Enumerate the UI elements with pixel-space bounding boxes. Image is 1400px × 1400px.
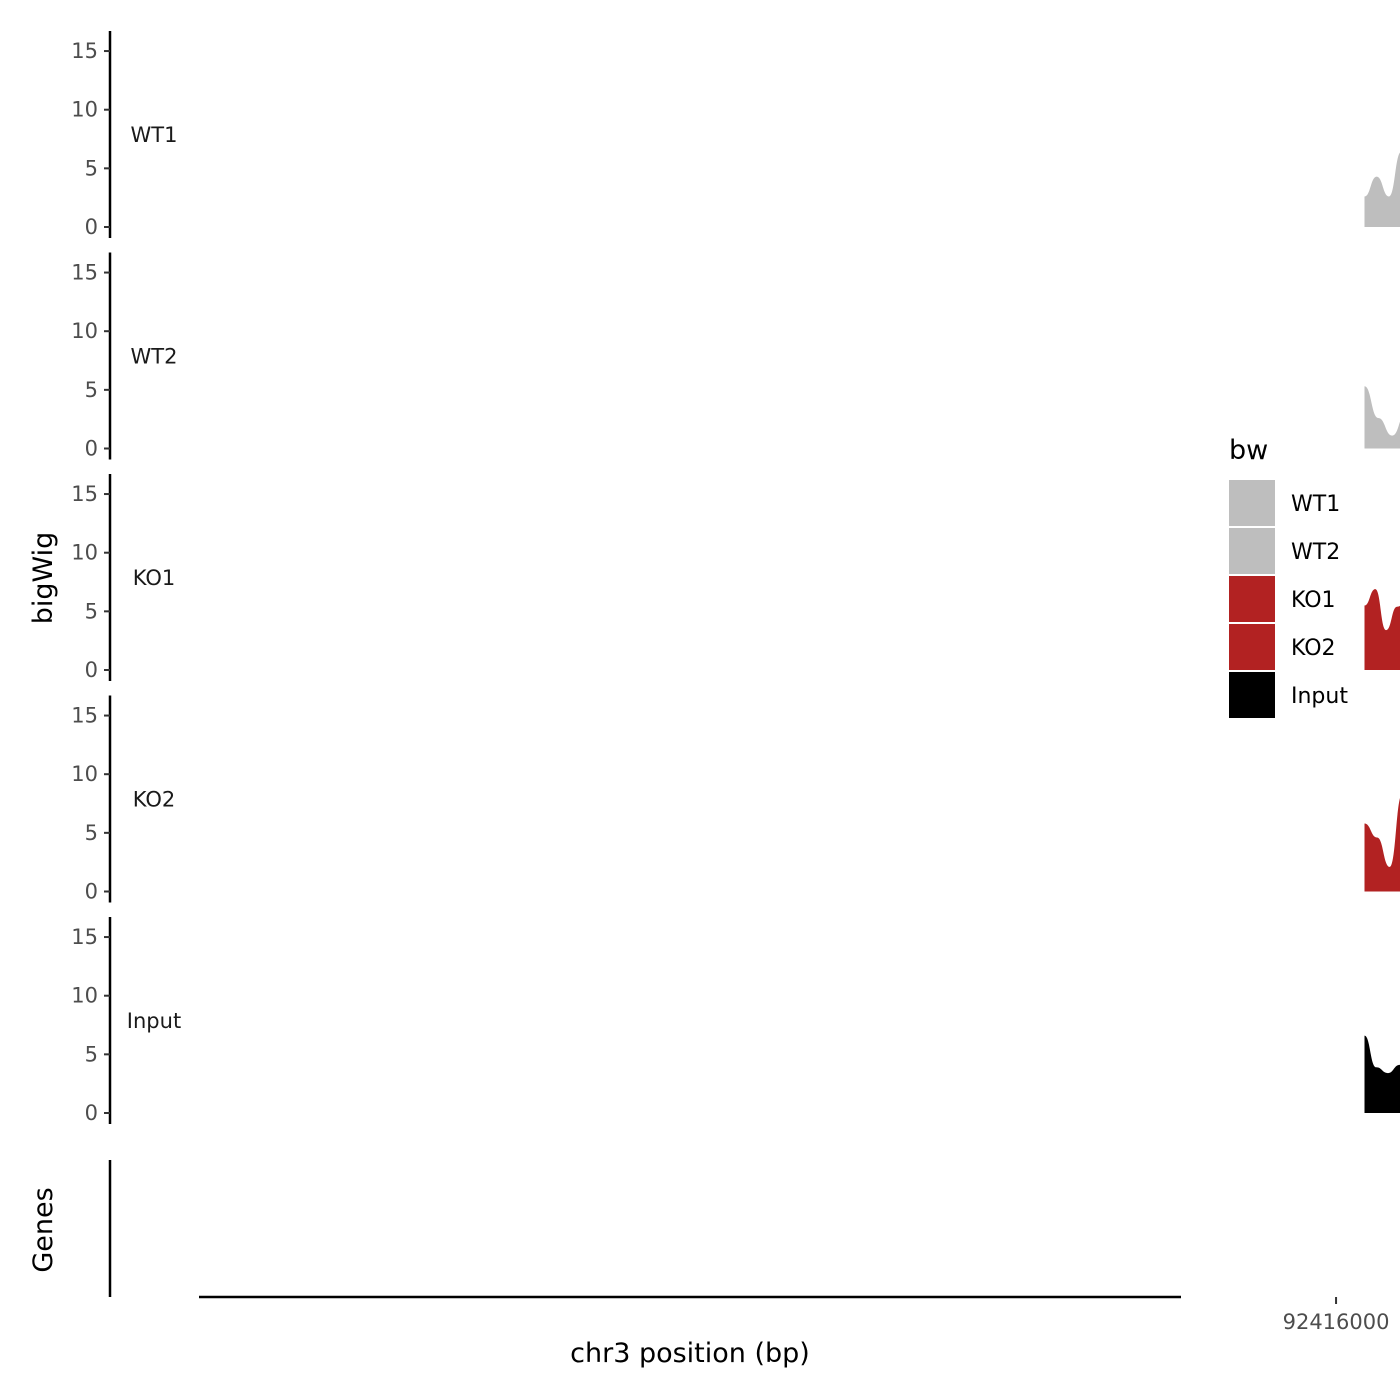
y-tick-label: 0 xyxy=(85,215,98,239)
track-panel-ko1: 0 5 10 15 KO1 xyxy=(71,474,1400,682)
y-tick-label: 15 xyxy=(71,925,98,949)
y-tick-label: 15 xyxy=(71,261,98,285)
y-axis-title: bigWig xyxy=(28,532,59,625)
legend-key xyxy=(1229,576,1275,622)
track-panel-input: 0 5 10 15 Input xyxy=(71,917,1400,1125)
y-tick-label: 15 xyxy=(71,482,98,506)
legend: bw WT1 WT2 KO1 KO2 Input xyxy=(1229,435,1348,718)
y-tick-label: 5 xyxy=(85,599,98,623)
y-tick-label: 15 xyxy=(71,704,98,728)
y-tick-label: 5 xyxy=(85,821,98,845)
y-tick-label: 10 xyxy=(71,762,98,786)
y-tick-label: 15 xyxy=(71,39,98,63)
track-label-input: Input xyxy=(127,1009,181,1033)
track-label-wt2: WT2 xyxy=(131,345,178,369)
legend-title: bw xyxy=(1229,435,1268,466)
legend-item-wt1: WT1 xyxy=(1229,480,1340,526)
area-wt2 xyxy=(1364,386,1400,449)
y-tick-label: 0 xyxy=(85,1101,98,1125)
legend-item-wt2: WT2 xyxy=(1229,528,1340,574)
legend-item-input: Input xyxy=(1229,672,1348,718)
area-input xyxy=(1364,1035,1400,1113)
legend-key xyxy=(1229,480,1275,526)
y-tick-label: 5 xyxy=(85,1042,98,1066)
track-panels: 0 5 10 15 WT1 0 5 10 15 WT2 0 5 10 15 KO1 0 5 10 15 KO2 0 5 10… xyxy=(71,31,1400,1125)
track-label-ko2: KO2 xyxy=(133,788,176,812)
legend-item-ko2: KO2 xyxy=(1229,624,1336,670)
y-tick-label: 5 xyxy=(85,378,98,402)
genes-axis-title: Genes xyxy=(28,1187,59,1272)
y-tick-label: 10 xyxy=(71,541,98,565)
y-tick-label: 10 xyxy=(71,98,98,122)
track-panel-ko2: 0 5 10 15 KO2 xyxy=(71,695,1400,904)
area-ko2 xyxy=(1364,798,1400,892)
y-tick-label: 0 xyxy=(85,658,98,682)
legend-label: WT1 xyxy=(1291,492,1340,517)
track-panel-wt2: 0 5 10 15 WT2 xyxy=(71,252,1400,461)
legend-key xyxy=(1229,624,1275,670)
legend-label: KO2 xyxy=(1291,636,1336,661)
y-tick-label: 10 xyxy=(71,984,98,1008)
track-panel-wt1: 0 5 10 15 WT1 xyxy=(71,31,1400,239)
legend-key xyxy=(1229,672,1275,718)
track-label-wt1: WT1 xyxy=(131,123,178,147)
y-tick-label: 0 xyxy=(85,437,98,461)
track-label-ko1: KO1 xyxy=(133,566,176,590)
legend-key xyxy=(1229,528,1275,574)
legend-label: KO1 xyxy=(1291,588,1336,613)
legend-item-ko1: KO1 xyxy=(1229,576,1336,622)
area-wt1 xyxy=(1364,153,1400,227)
x-axis-title: chr3 position (bp) xyxy=(570,1338,810,1369)
x-tick-label: 92416000 xyxy=(1283,1310,1390,1334)
y-tick-label: 0 xyxy=(85,880,98,904)
legend-label: Input xyxy=(1291,684,1348,709)
legend-label: WT2 xyxy=(1291,540,1340,565)
gene-track: Sprr2j-ps xyxy=(108,1160,112,1297)
area-ko1 xyxy=(1364,589,1400,670)
y-tick-label: 10 xyxy=(71,319,98,343)
x-axis: 92416000924170009241800092419000 xyxy=(199,1295,1390,1334)
y-tick-label: 5 xyxy=(85,156,98,180)
